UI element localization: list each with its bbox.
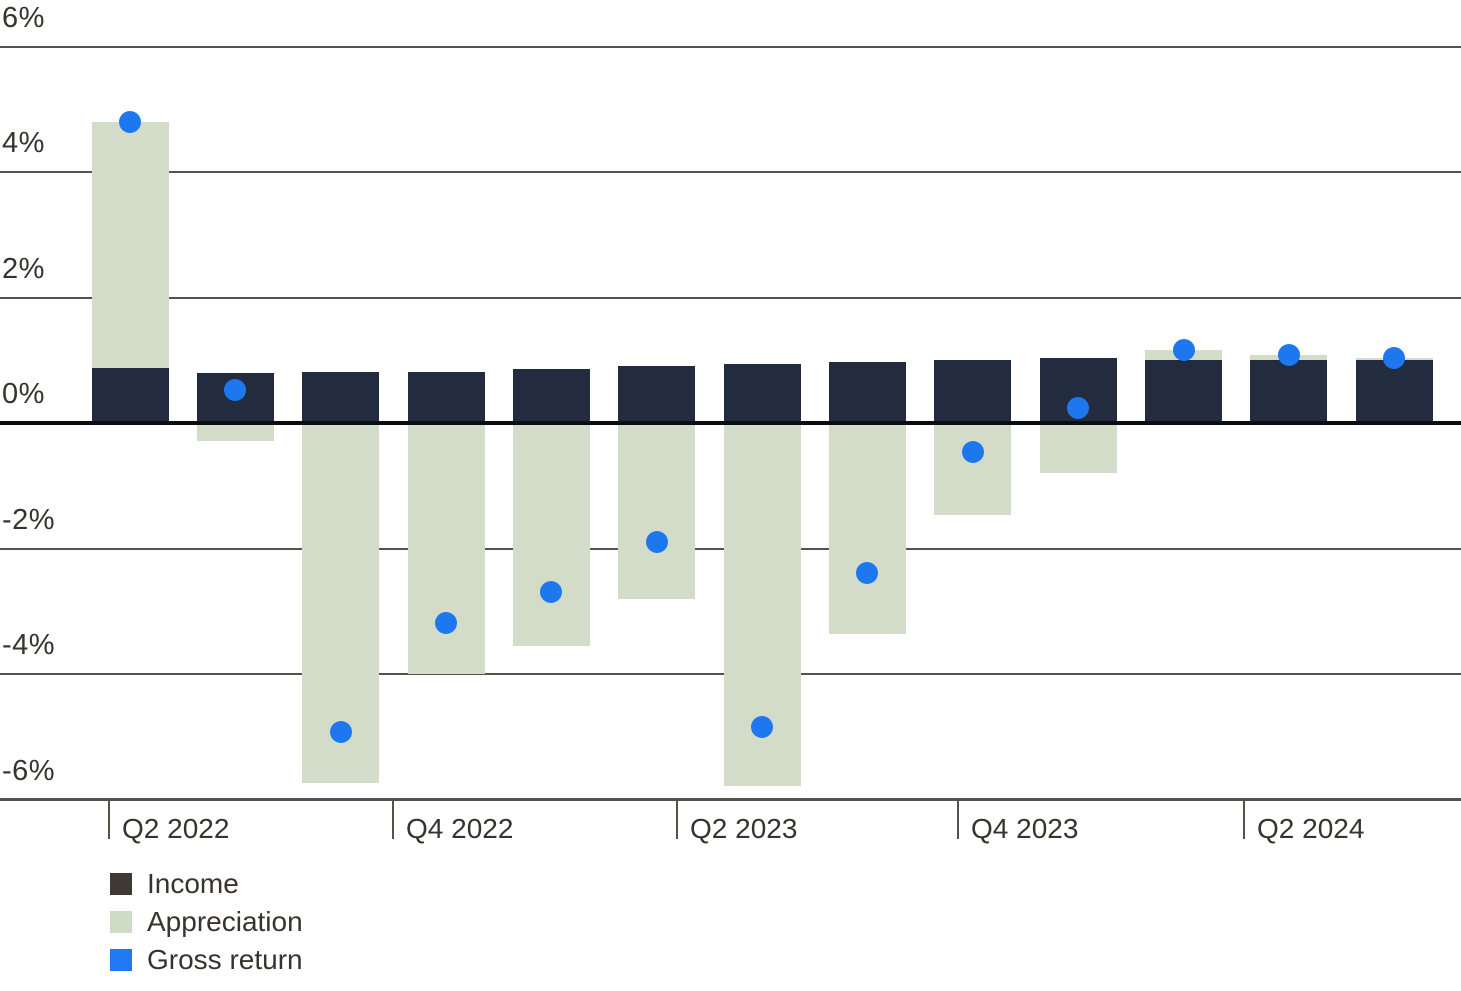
gridline: [0, 171, 1461, 173]
appreciation-bar: [196, 423, 274, 441]
plot-area: 6% 4% 2% 0% -2% -4% -6%: [0, 1, 1461, 801]
y-axis-label: 6%: [2, 1, 45, 34]
appreciation-bar: [828, 423, 906, 635]
appreciation-bar: [934, 423, 1012, 516]
income-bar: [407, 371, 485, 423]
income-bar: [1145, 359, 1222, 423]
income-bar: [1355, 359, 1433, 423]
zero-axis-line: [0, 421, 1461, 425]
gross-return-dot: [540, 581, 563, 604]
income-bar: [723, 364, 801, 423]
x-axis-tick: [676, 799, 678, 839]
legend: Income Appreciation Gross return: [110, 867, 303, 985]
appreciation-bar: [91, 121, 169, 369]
y-axis-label: 0%: [2, 378, 45, 410]
income-bar: [1250, 359, 1328, 423]
gross-return-dot: [329, 721, 352, 744]
gridline: [0, 296, 1461, 299]
income-swatch: [110, 872, 132, 895]
income-bar: [512, 369, 590, 423]
gross-return-dot: [645, 531, 668, 554]
legend-item-income: Income: [110, 867, 303, 899]
legend-label-income: Income: [147, 867, 239, 899]
gross-return-dot: [435, 611, 458, 634]
y-axis-label: -6%: [2, 754, 56, 787]
x-axis-label: Q2 2023: [690, 813, 798, 844]
gross-return-dot: [119, 110, 141, 133]
x-axis-label: Q4 2023: [971, 813, 1079, 844]
gross-return-dot: [1277, 344, 1300, 367]
gross-return-dot: [224, 379, 247, 402]
gross-return-swatch: [110, 948, 132, 971]
income-bar: [934, 359, 1012, 423]
gross-return-dot: [1383, 347, 1406, 370]
appreciation-bar: [618, 423, 696, 600]
gross-return-dot: [961, 440, 984, 463]
appreciation-swatch: [110, 910, 132, 933]
y-axis-label: 4%: [2, 127, 45, 159]
x-axis-tick: [957, 799, 959, 839]
gridline: [0, 45, 1461, 48]
x-axis-tick: [392, 799, 394, 839]
x-axis-label: Q2 2024: [1257, 813, 1365, 844]
appreciation-bar: [407, 423, 485, 674]
y-axis-label: -2%: [2, 503, 56, 536]
income-bar: [91, 368, 169, 423]
legend-item-gross-return: Gross return: [110, 943, 303, 975]
appreciation-bar: [512, 423, 590, 647]
x-axis-tick: [108, 799, 110, 839]
gross-return-dot: [1067, 396, 1090, 419]
income-bar: [618, 365, 696, 423]
y-axis-label: 2%: [2, 252, 45, 285]
legend-label-appreciation: Appreciation: [147, 905, 303, 937]
y-axis-label: -4%: [2, 629, 56, 661]
gross-return-dot: [751, 716, 774, 739]
x-axis-label: Q2 2022: [122, 813, 230, 844]
gross-return-dot: [1172, 339, 1195, 362]
x-axis-tick: [1243, 799, 1245, 839]
income-bar: [828, 361, 906, 423]
gross-return-dot: [856, 561, 879, 584]
legend-label-gross-return: Gross return: [147, 943, 303, 975]
income-bar: [302, 372, 380, 423]
appreciation-bar: [1039, 423, 1117, 473]
x-axis-label: Q4 2022: [406, 813, 514, 844]
legend-item-appreciation: Appreciation: [110, 905, 303, 937]
gridline: [0, 798, 1461, 801]
